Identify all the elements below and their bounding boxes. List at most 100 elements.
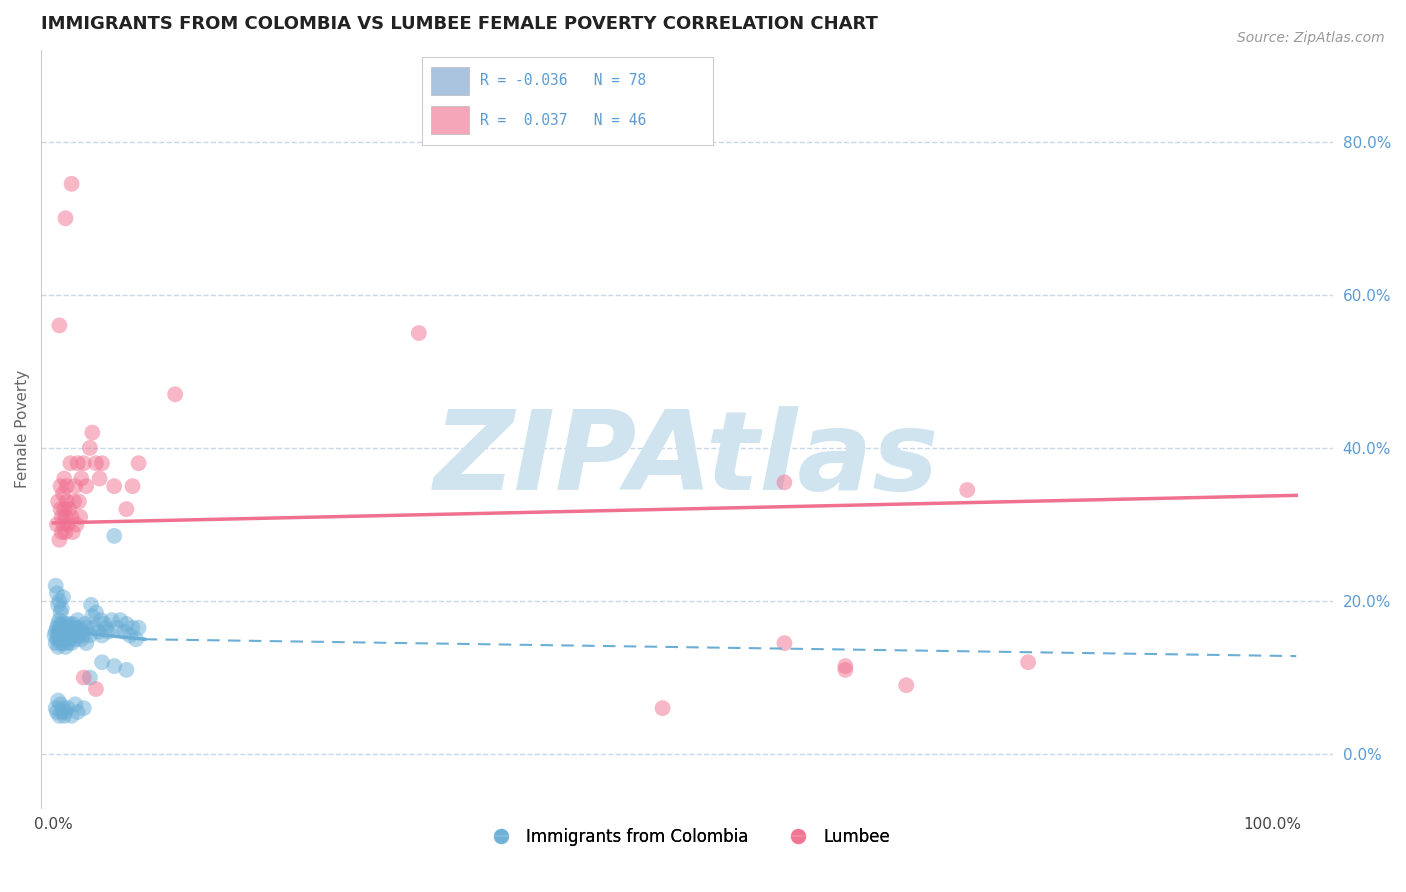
Point [52,628,75,642]
Point [46,640,69,654]
Point [49,502,72,516]
Point [52,636,75,650]
Point [59,456,82,470]
Point [73,671,96,685]
Point [84,606,107,620]
Point [48,613,70,627]
Point [76,621,98,635]
Point [53,632,76,647]
Point [51,525,73,540]
Point [66,705,89,719]
Text: ZIPAtlas: ZIPAtlas [434,406,939,513]
Point [53,502,76,516]
Point [48,632,70,647]
Point [91,628,114,642]
Point [52,621,75,635]
Point [115,502,138,516]
Point [103,529,125,543]
Point [52,487,75,501]
Point [55,494,77,508]
Point [55,705,77,719]
Point [62,525,84,540]
Point [55,479,77,493]
Point [112,624,135,639]
Point [45,701,67,715]
Point [65,479,87,493]
Point [65,632,87,647]
Point [115,663,138,677]
Point [103,659,125,673]
Point [60,636,83,650]
Point [651,701,673,715]
Point [834,663,856,677]
Point [59,632,82,647]
Point [90,613,112,627]
Point [56,517,79,532]
Point [46,705,69,719]
Point [56,701,79,715]
Point [84,456,107,470]
Point [49,636,72,650]
Point [55,628,77,642]
Point [65,621,87,635]
Point [55,509,77,524]
Point [55,621,77,635]
Point [49,621,72,635]
Point [75,479,97,493]
Point [65,517,87,532]
Point [82,609,104,624]
Point [89,471,111,485]
Point [63,494,86,508]
Point [44,628,66,642]
Point [120,628,142,642]
Point [55,211,77,226]
Point [66,456,89,470]
Point [46,598,69,612]
Point [83,621,105,635]
Point [105,621,128,635]
Point [121,621,143,635]
Point [48,594,70,608]
Point [46,586,69,600]
Point [48,318,70,333]
Point [49,606,72,620]
Point [48,708,70,723]
Point [79,628,101,642]
Point [53,624,76,639]
Legend: Immigrants from Colombia, Lumbee: Immigrants from Colombia, Lumbee [478,821,897,853]
Point [51,632,73,647]
Point [72,624,94,639]
Point [60,177,83,191]
Point [46,621,69,635]
Point [63,624,86,639]
Point [66,613,89,627]
Point [128,621,150,635]
Point [53,471,76,485]
Point [51,509,73,524]
Point [80,598,103,612]
Point [60,708,83,723]
Point [55,628,77,642]
Point [79,671,101,685]
Text: IMMIGRANTS FROM COLOMBIA VS LUMBEE FEMALE POVERTY CORRELATION CHART: IMMIGRANTS FROM COLOMBIA VS LUMBEE FEMAL… [41,15,877,33]
Point [52,517,75,532]
Point [58,617,80,632]
Point [834,659,856,673]
Point [51,617,73,632]
Point [55,640,77,654]
Point [56,624,79,639]
Point [51,624,73,639]
Point [55,525,77,540]
Point [75,636,97,650]
Point [46,517,69,532]
Point [73,617,96,632]
Point [62,628,84,642]
Point [93,617,115,632]
Point [896,678,918,692]
Point [67,494,90,508]
Point [70,632,93,647]
Point [45,624,67,639]
Point [103,479,125,493]
Point [115,617,138,632]
Point [60,509,83,524]
